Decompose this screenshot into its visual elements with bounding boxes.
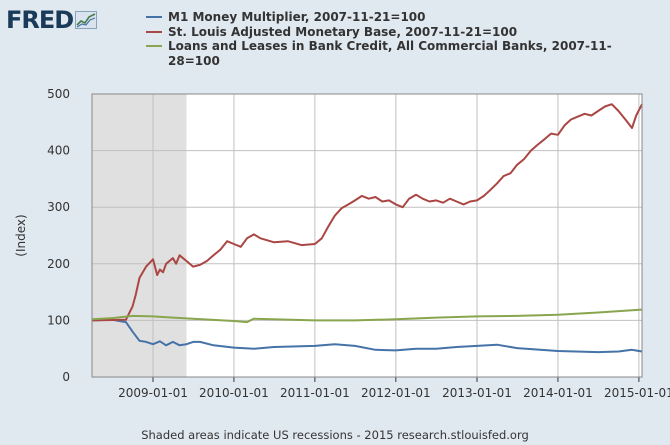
legend-swatch: [146, 16, 162, 18]
y-tick-label: 300: [47, 200, 70, 214]
logo-text: FRED: [6, 6, 74, 34]
x-tick-label: 2010-01-01: [199, 386, 269, 400]
x-tick-label: 2013-01-01: [442, 386, 512, 400]
legend-swatch: [146, 30, 162, 33]
chart-logo-icon: [75, 11, 98, 29]
y-tick-label: 0: [62, 370, 70, 384]
y-tick-label: 400: [47, 144, 70, 158]
legend-label: St. Louis Adjusted Monetary Base, 2007-1…: [168, 24, 518, 39]
legend-item: M1 Money Multiplier, 2007-11-21=100: [146, 10, 646, 25]
recession-shading: [92, 94, 187, 377]
y-axis-label: (Index): [14, 214, 28, 256]
y-tick-label: 100: [47, 313, 70, 327]
y-tick-label: 500: [47, 87, 70, 101]
legend-item: Loans and Leases in Bank Credit, All Com…: [146, 39, 646, 68]
x-tick-label: 2012-01-01: [361, 386, 431, 400]
x-tick-label: 2014-01-01: [523, 386, 593, 400]
x-tick-label: 2009-01-01: [118, 386, 188, 400]
legend-swatch: [146, 45, 162, 47]
legend-item: St. Louis Adjusted Monetary Base, 2007-1…: [146, 25, 646, 40]
plot-border: [91, 93, 643, 378]
series-line-2: [91, 308, 643, 324]
x-tick-label: 2015-01-01: [604, 386, 670, 400]
legend-label: M1 Money Multiplier, 2007-11-21=100: [168, 10, 426, 24]
fred-logo: FRED: [6, 6, 98, 34]
series-line-0: [91, 318, 643, 354]
x-tick-label: 2011-01-01: [280, 386, 350, 400]
series-line-1: [91, 103, 643, 322]
y-tick-label: 200: [47, 257, 70, 271]
chart-legend: M1 Money Multiplier, 2007-11-21=100 St. …: [146, 10, 646, 68]
legend-label: Loans and Leases in Bank Credit, All Com…: [168, 39, 612, 68]
chart-footer: Shaded areas indicate US recessions - 20…: [141, 428, 529, 442]
